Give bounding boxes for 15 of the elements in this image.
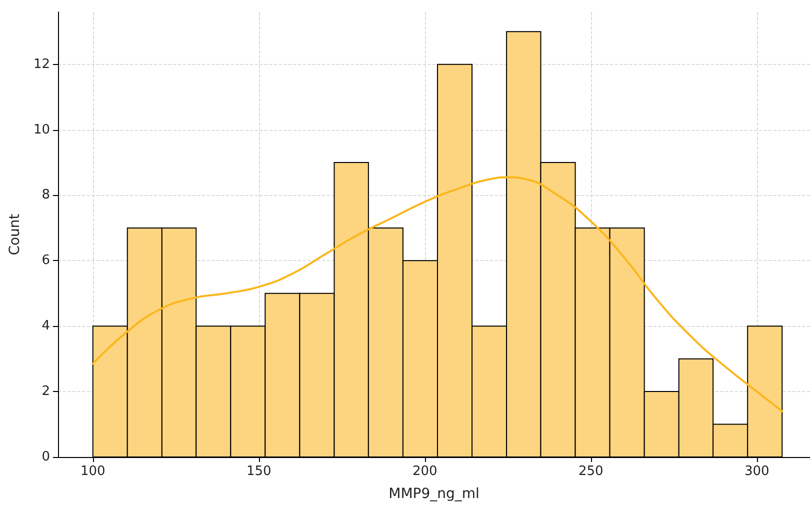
x-tick-label: 250	[578, 464, 604, 479]
x-tick-label: 100	[80, 464, 106, 479]
y-tick-label: 12	[33, 56, 50, 72]
x-tick-label: 150	[246, 464, 272, 479]
y-tick-label: 8	[42, 188, 50, 203]
line-series	[92, 176, 784, 412]
x-axis-title: MMP9_ng_ml	[388, 486, 480, 502]
y-axis-title: Count	[7, 213, 23, 256]
y-tick-label: 0	[42, 450, 50, 464]
x-tick-label: 200	[412, 464, 438, 479]
y-tick-label: 2	[42, 384, 50, 400]
x-tick-label: 300	[744, 464, 770, 479]
y-tick-label: 6	[42, 253, 50, 268]
y-tick-label: 10	[33, 122, 50, 138]
y-tick-label: 4	[42, 318, 50, 334]
